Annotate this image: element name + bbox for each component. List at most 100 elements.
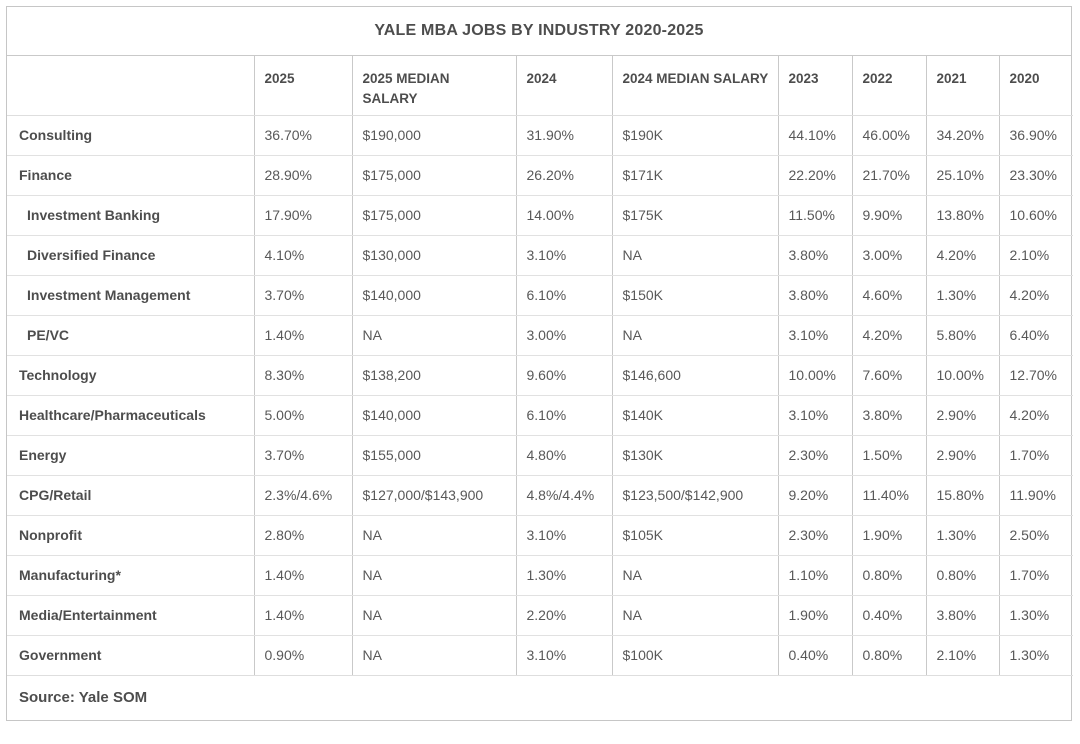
- value-cell: 9.90%: [851, 195, 926, 236]
- value-cell: NA: [611, 235, 778, 276]
- value-cell: 31.90%: [515, 115, 612, 156]
- value-cell: 0.40%: [777, 635, 852, 676]
- value-cell: $105K: [611, 515, 778, 556]
- value-cell: 3.10%: [515, 515, 612, 556]
- column-header-2024: 2024: [515, 56, 612, 116]
- value-cell: 8.30%: [253, 355, 352, 396]
- column-header-2020: 2020: [998, 56, 1073, 116]
- value-cell: 10.00%: [777, 355, 852, 396]
- value-cell: 1.30%: [925, 275, 999, 316]
- value-cell: 11.50%: [777, 195, 852, 236]
- value-cell: 1.70%: [998, 555, 1073, 596]
- table-row: Nonprofit 2.80% NA 3.10% $105K 2.30% 1.90% 1.30…: [7, 515, 1073, 556]
- value-cell: $123,500/$142,900: [611, 475, 778, 516]
- value-cell: 15.80%: [925, 475, 999, 516]
- table-row: Government 0.90% NA 3.10% $100K 0.40% 0.80% 2.1…: [7, 635, 1073, 676]
- value-cell: 4.60%: [851, 275, 926, 316]
- industry-cell: Finance: [7, 155, 254, 196]
- value-cell: 17.90%: [253, 195, 352, 236]
- value-cell: 4.80%: [515, 435, 612, 476]
- value-cell: 0.90%: [253, 635, 352, 676]
- value-cell: 28.90%: [253, 155, 352, 196]
- column-header-2021: 2021: [925, 56, 999, 116]
- value-cell: 1.90%: [777, 595, 852, 636]
- value-cell: 0.40%: [851, 595, 926, 636]
- value-cell: 2.10%: [925, 635, 999, 676]
- value-cell: $140K: [611, 395, 778, 436]
- column-header-2022: 2022: [851, 56, 926, 116]
- value-cell: $130,000: [351, 235, 516, 276]
- value-cell: 3.80%: [777, 235, 852, 276]
- value-cell: NA: [611, 315, 778, 356]
- source-note: Source: Yale SOM: [19, 688, 148, 706]
- column-header-2025-median-salary: 2025 MEDIAN SALARY: [351, 56, 516, 116]
- column-header-2025: 2025: [253, 56, 352, 116]
- value-cell: $100K: [611, 635, 778, 676]
- industry-cell: Investment Management: [7, 275, 254, 316]
- value-cell: $190K: [611, 115, 778, 156]
- industry-cell: Diversified Finance: [7, 235, 254, 276]
- value-cell: NA: [351, 635, 516, 676]
- header-row: 2025 2025 MEDIAN SALARY 2024 2024 MEDIAN SA…: [7, 56, 1073, 116]
- value-cell: 3.70%: [253, 435, 352, 476]
- value-cell: 1.30%: [998, 595, 1073, 636]
- value-cell: NA: [351, 555, 516, 596]
- value-cell: 2.80%: [253, 515, 352, 556]
- value-cell: 4.8%/4.4%: [515, 475, 612, 516]
- value-cell: 6.10%: [515, 275, 612, 316]
- jobs-by-industry-table: 2025 2025 MEDIAN SALARY 2024 2024 MEDIAN SA…: [7, 56, 1073, 676]
- industry-cell: Healthcare/Pharmaceuticals: [7, 395, 254, 436]
- column-header-2023: 2023: [777, 56, 852, 116]
- column-header-2024-median-salary: 2024 MEDIAN SALARY: [611, 56, 778, 116]
- value-cell: $150K: [611, 275, 778, 316]
- industry-cell: CPG/Retail: [7, 475, 254, 516]
- value-cell: 2.90%: [925, 395, 999, 436]
- industry-column-header: [7, 56, 254, 116]
- table-row: Energy 3.70% $155,000 4.80% $130K 2.30% 1.50% 2…: [7, 435, 1073, 476]
- table-row: Diversified Finance 4.10% $130,000 3.10% NA 3…: [7, 235, 1073, 276]
- value-cell: 3.70%: [253, 275, 352, 316]
- value-cell: 2.10%: [998, 235, 1073, 276]
- industry-cell: Investment Banking: [7, 195, 254, 236]
- value-cell: 21.70%: [851, 155, 926, 196]
- value-cell: 3.80%: [851, 395, 926, 436]
- value-cell: $171K: [611, 155, 778, 196]
- value-cell: 0.80%: [925, 555, 999, 596]
- table-row: Finance 28.90% $175,000 26.20% $171K 22.20% 21…: [7, 155, 1073, 196]
- value-cell: 0.80%: [851, 635, 926, 676]
- value-cell: $175K: [611, 195, 778, 236]
- value-cell: $155,000: [351, 435, 516, 476]
- table-row: Healthcare/Pharmaceuticals 5.00% $140,000 6…: [7, 395, 1073, 436]
- industry-cell: Manufacturing*: [7, 555, 254, 596]
- value-cell: 5.00%: [253, 395, 352, 436]
- value-cell: 6.10%: [515, 395, 612, 436]
- value-cell: 2.90%: [925, 435, 999, 476]
- table-row: Media/Entertainment 1.40% NA 2.20% NA 1.90% 0.…: [7, 595, 1073, 636]
- value-cell: 2.30%: [777, 435, 852, 476]
- value-cell: 3.10%: [515, 235, 612, 276]
- value-cell: 4.20%: [998, 275, 1073, 316]
- table-title: YALE MBA JOBS BY INDUSTRY 2020-2025: [7, 7, 1071, 56]
- value-cell: 4.20%: [851, 315, 926, 356]
- value-cell: 1.40%: [253, 595, 352, 636]
- value-cell: 1.40%: [253, 315, 352, 356]
- value-cell: 10.00%: [925, 355, 999, 396]
- value-cell: 4.10%: [253, 235, 352, 276]
- value-cell: 3.10%: [515, 635, 612, 676]
- value-cell: 11.40%: [851, 475, 926, 516]
- value-cell: 6.40%: [998, 315, 1073, 356]
- value-cell: 25.10%: [925, 155, 999, 196]
- value-cell: 2.30%: [777, 515, 852, 556]
- value-cell: NA: [351, 515, 516, 556]
- value-cell: 9.60%: [515, 355, 612, 396]
- value-cell: $175,000: [351, 195, 516, 236]
- value-cell: 1.70%: [998, 435, 1073, 476]
- value-cell: 36.70%: [253, 115, 352, 156]
- table-row: CPG/Retail 2.3%/4.6% $127,000/$143,900 4.8%…: [7, 475, 1073, 516]
- value-cell: 2.50%: [998, 515, 1073, 556]
- value-cell: 0.80%: [851, 555, 926, 596]
- value-cell: 13.80%: [925, 195, 999, 236]
- value-cell: 36.90%: [998, 115, 1073, 156]
- industry-cell: Media/Entertainment: [7, 595, 254, 636]
- industry-cell: Energy: [7, 435, 254, 476]
